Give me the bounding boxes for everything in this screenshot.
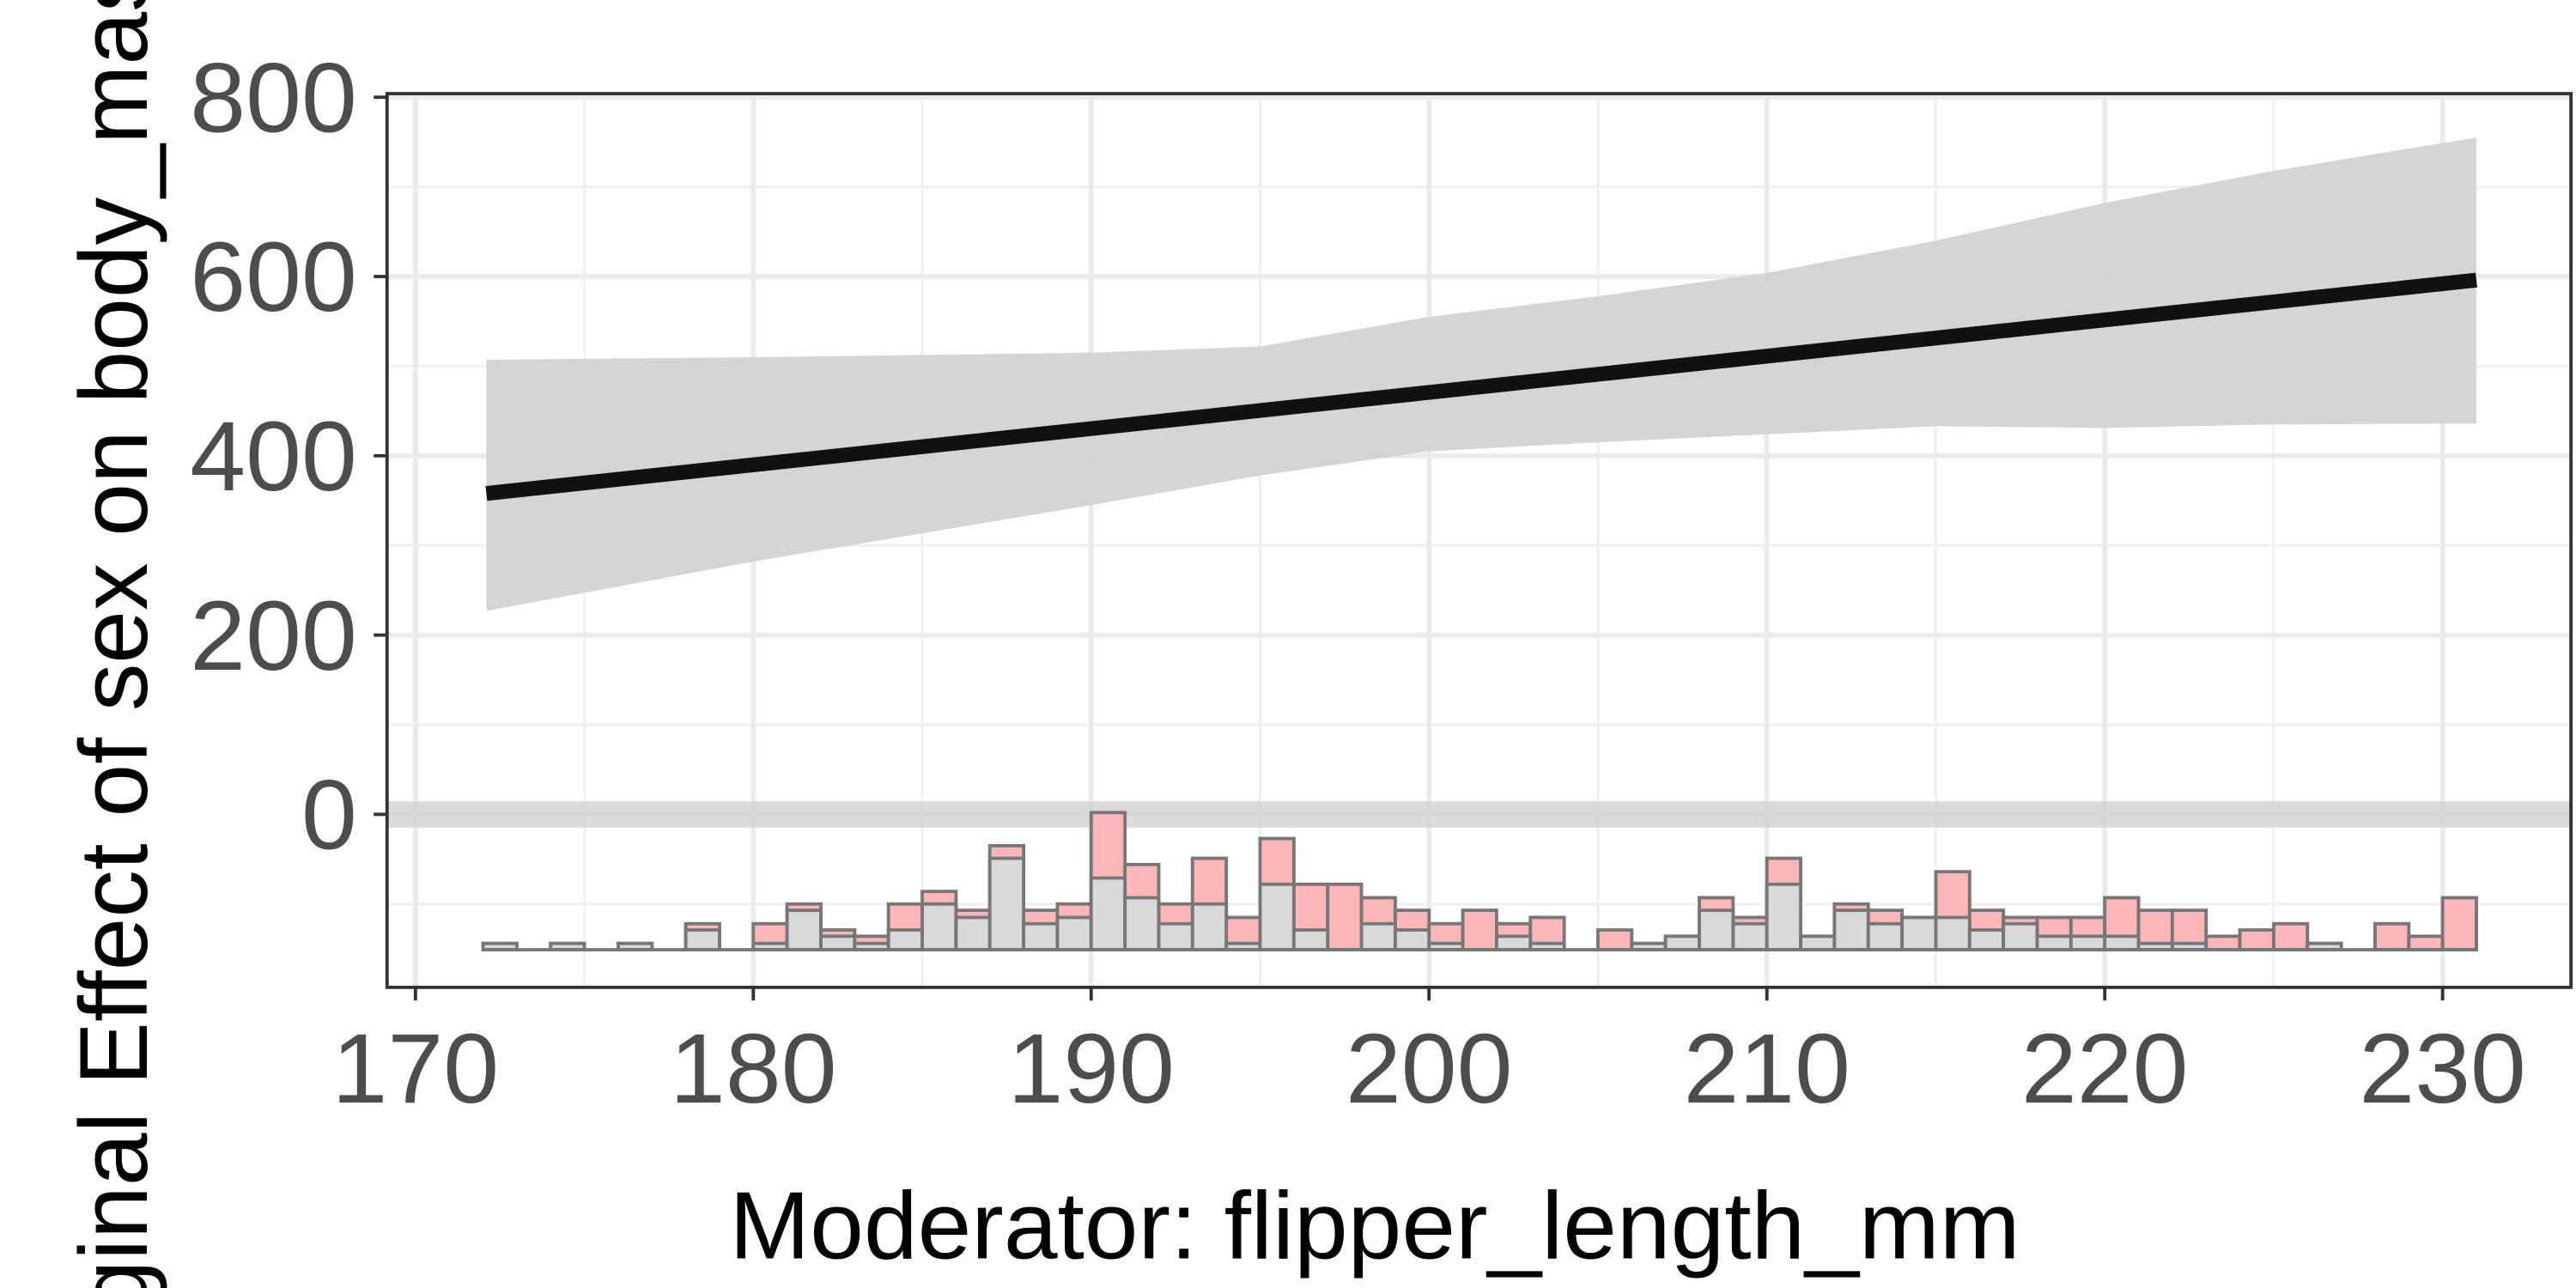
histogram-bar — [954, 915, 992, 951]
histogram-bar — [1123, 896, 1161, 951]
histogram-bar — [920, 902, 958, 951]
histogram-bar — [819, 934, 857, 951]
histogram-bar — [1022, 921, 1060, 951]
y-tick-label: 200 — [190, 580, 357, 691]
x-tick-label: 200 — [1346, 1013, 1513, 1124]
x-tick-label: 190 — [1008, 1013, 1176, 1124]
histogram-bar — [2407, 934, 2445, 951]
histogram-bar — [1157, 921, 1194, 951]
histogram-bar — [1765, 882, 1803, 951]
histogram-bar — [2271, 921, 2310, 951]
histogram-bar — [1258, 882, 1296, 951]
histogram-bar — [1900, 915, 1938, 951]
effect-line — [485, 272, 2477, 501]
histogram-bar — [1190, 902, 1229, 951]
histogram-bar — [2238, 928, 2275, 951]
histogram-bar — [1596, 928, 1634, 951]
x-axis-title: Moderator: flipper_length_mm — [729, 1172, 2020, 1279]
histogram-bar — [886, 928, 924, 951]
x-tick-label: 230 — [2359, 1013, 2526, 1124]
histogram-bar — [1393, 928, 1431, 951]
histogram-bar — [2069, 934, 2107, 951]
y-tick-label: 600 — [190, 222, 357, 332]
histogram-bar — [1461, 908, 1498, 951]
x-tick-label: 210 — [1683, 1013, 1850, 1124]
confidence-band — [486, 137, 2476, 611]
histogram-bar — [2035, 934, 2073, 951]
y-tick-label: 400 — [190, 401, 357, 512]
histogram-bar — [1663, 934, 1701, 951]
histogram-bar — [1494, 934, 1533, 951]
histogram-bar — [2440, 896, 2478, 951]
histogram-bar — [2373, 921, 2411, 951]
histogram-bar — [1866, 921, 1905, 951]
histogram-bar — [1934, 915, 1971, 951]
y-tick-label: 800 — [190, 42, 357, 153]
x-tick-label: 220 — [2021, 1013, 2189, 1124]
histogram-bar — [785, 908, 823, 951]
histogram-bar — [1089, 876, 1127, 951]
histogram-bar — [2204, 934, 2242, 951]
histogram-bar — [1698, 908, 1735, 951]
histogram-bar — [1967, 928, 2006, 951]
histogram-bar — [1326, 882, 1364, 951]
histogram-bar — [1359, 921, 1397, 951]
y-axis-title: Marginal Effect of sex on body_mass_g — [59, 0, 167, 1288]
y-tick-label: 0 — [301, 759, 357, 870]
histogram-bar — [987, 856, 1026, 951]
x-tick-label: 170 — [332, 1013, 500, 1124]
histogram-bar — [683, 928, 721, 951]
histogram-bar — [1055, 915, 1093, 951]
histogram-bar — [1291, 928, 1330, 951]
histogram-bar — [2103, 934, 2141, 951]
histogram-bar — [1832, 908, 1870, 951]
x-tick-label: 180 — [670, 1013, 837, 1124]
histogram-bar — [1731, 921, 1769, 951]
histogram-bar — [2002, 921, 2039, 951]
histogram-bar — [1799, 934, 1837, 951]
plot-border — [385, 92, 2573, 989]
